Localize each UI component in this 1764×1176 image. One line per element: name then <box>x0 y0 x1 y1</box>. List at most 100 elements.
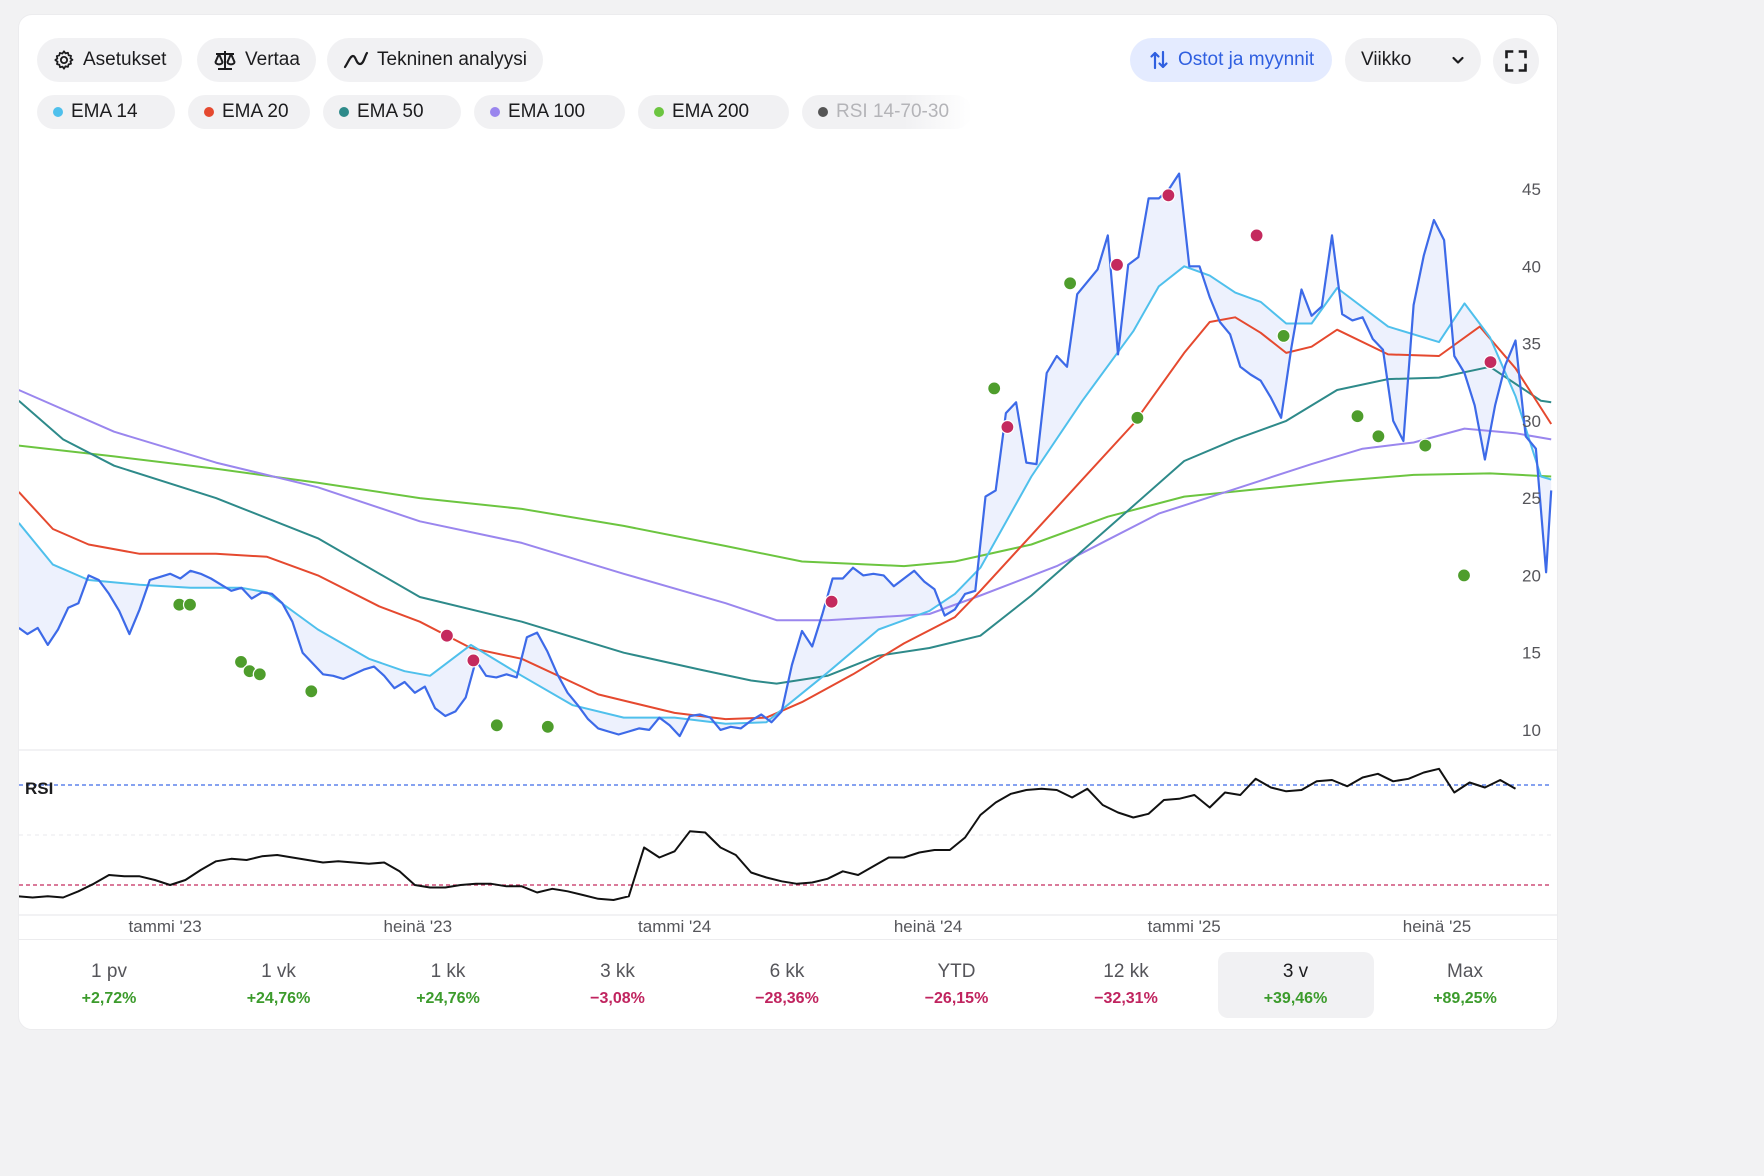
period-change: −3,08% <box>590 990 645 1007</box>
x-tick-label: tammi '24 <box>638 917 711 936</box>
trades-toggle-label: Ostot ja myynnit <box>1178 49 1315 70</box>
buy-marker[interactable] <box>1371 429 1386 444</box>
period-change: −28,36% <box>755 990 819 1007</box>
y-tick-label: 45 <box>1522 180 1541 199</box>
buy-marker[interactable] <box>540 719 555 734</box>
period-label: 3 kk <box>600 961 635 982</box>
period-label: 1 pv <box>91 961 127 982</box>
indicator-color-dot <box>818 107 828 117</box>
y-tick-label: 30 <box>1522 412 1541 431</box>
indicator-label: RSI 14-70-30 <box>836 101 950 122</box>
buy-marker[interactable] <box>489 718 504 733</box>
period-option[interactable]: 1 vk +24,76% <box>201 952 357 1018</box>
indicator-label: EMA 50 <box>357 101 424 122</box>
indicator-color-dot <box>53 107 63 117</box>
period-option[interactable]: 3 v +39,46% <box>1217 952 1374 1018</box>
interval-select[interactable]: Viikko <box>1345 38 1481 82</box>
period-option[interactable]: 6 kk −28,36% <box>709 952 865 1018</box>
indicator-label: EMA 100 <box>508 101 586 122</box>
period-label: 3 v <box>1282 961 1309 982</box>
indicator-color-dot <box>490 107 500 117</box>
expand-icon <box>1505 50 1527 72</box>
rsi-line <box>19 767 1516 901</box>
period-selector: 1 pv +2,72% 1 vk +24,76% 1 kk +24,76% 3 kk −3,0… <box>19 939 1557 1029</box>
period-option[interactable]: 12 kk −32,31% <box>1048 952 1204 1018</box>
indicator-chip[interactable]: EMA 100 <box>474 95 625 129</box>
settings-label: Asetukset <box>83 49 167 70</box>
y-tick-label: 25 <box>1522 489 1541 508</box>
sell-marker[interactable] <box>439 628 454 643</box>
buy-marker[interactable] <box>1418 438 1433 453</box>
interval-value: Viikko <box>1361 49 1412 70</box>
buy-marker[interactable] <box>1456 568 1472 583</box>
settings-button[interactable]: Asetukset <box>37 38 183 82</box>
trend-line-icon <box>343 51 369 69</box>
buy-marker[interactable] <box>1130 410 1145 425</box>
period-label: 1 kk <box>430 961 466 982</box>
scale-icon <box>214 51 236 70</box>
indicator-chip[interactable]: EMA 20 <box>188 95 310 129</box>
buy-marker[interactable] <box>233 654 249 670</box>
period-label: Max <box>1447 961 1483 982</box>
period-option[interactable]: Max +89,25% <box>1387 952 1543 1018</box>
series-line-ema-100 <box>19 389 1552 622</box>
period-change: −26,15% <box>924 990 989 1007</box>
technical-analysis-button[interactable]: Tekninen analyysi <box>327 38 543 82</box>
buy-marker[interactable] <box>182 597 198 612</box>
period-option[interactable]: YTD −26,15% <box>879 952 1035 1018</box>
period-change: +2,72% <box>81 990 137 1007</box>
x-tick-label: tammi '25 <box>1148 917 1221 936</box>
period-option[interactable]: 3 kk −3,08% <box>540 952 696 1018</box>
chevron-down-icon <box>1452 56 1464 64</box>
period-change: −32,31% <box>1094 990 1158 1007</box>
technical-analysis-label: Tekninen analyysi <box>377 49 527 70</box>
x-tick-label: heinä '25 <box>1403 917 1471 936</box>
indicator-label: EMA 200 <box>672 101 750 122</box>
sell-marker[interactable] <box>1109 257 1125 272</box>
sell-marker[interactable] <box>1161 188 1176 203</box>
x-tick-label: heinä '24 <box>894 917 962 936</box>
indicator-label: EMA 20 <box>222 101 289 122</box>
sell-marker[interactable] <box>1000 419 1015 435</box>
sell-marker[interactable] <box>466 653 481 668</box>
rsi-label: RSI <box>25 779 53 798</box>
indicator-chip[interactable]: EMA 50 <box>323 95 461 129</box>
buy-marker[interactable] <box>304 684 319 699</box>
indicator-chip[interactable]: RSI 14-70-30 <box>802 95 972 129</box>
indicator-chip[interactable]: EMA 14 <box>37 95 175 129</box>
compare-button[interactable]: Vertaa <box>197 38 316 82</box>
y-tick-label: 15 <box>1522 644 1541 663</box>
x-tick-label: heinä '23 <box>384 917 452 936</box>
period-label: 12 kk <box>1103 961 1149 982</box>
buy-marker[interactable] <box>1062 276 1078 291</box>
buy-marker[interactable] <box>1350 409 1365 424</box>
indicator-label: EMA 14 <box>71 101 138 122</box>
sell-marker[interactable] <box>1483 355 1498 370</box>
buy-marker[interactable] <box>252 667 267 682</box>
compare-label: Vertaa <box>245 49 300 70</box>
buy-marker[interactable] <box>987 381 1002 396</box>
period-change: +39,46% <box>1263 990 1328 1007</box>
swap-arrows-icon <box>1150 50 1168 70</box>
period-label: 1 vk <box>261 961 296 982</box>
fullscreen-button[interactable] <box>1493 38 1539 84</box>
y-tick-label: 10 <box>1522 721 1541 740</box>
series-line-ema-200 <box>19 444 1552 568</box>
buy-marker[interactable] <box>1276 328 1291 343</box>
y-tick-label: 20 <box>1522 566 1541 585</box>
price-area <box>19 173 1552 737</box>
indicator-chip[interactable]: EMA 200 <box>638 95 789 129</box>
sell-marker[interactable] <box>1249 228 1264 243</box>
series-line-ema-50 <box>19 365 1552 685</box>
chart-card: 10 15 20 25 30 35 40 45 RSI tammi '23 heinä '23 t… <box>18 14 1558 1030</box>
indicator-color-dot <box>339 107 349 117</box>
sell-marker[interactable] <box>824 594 839 609</box>
indicator-color-dot <box>204 107 214 117</box>
price-chart[interactable]: 10 15 20 25 30 35 40 45 RSI tammi '23 heinä '23 t… <box>19 15 1558 939</box>
period-option[interactable]: 1 pv +2,72% <box>31 952 187 1018</box>
period-change: +24,76% <box>416 990 480 1007</box>
period-label: YTD <box>937 961 976 982</box>
trades-toggle-button[interactable]: Ostot ja myynnit <box>1130 38 1333 82</box>
y-tick-label: 35 <box>1522 335 1541 354</box>
period-option[interactable]: 1 kk +24,76% <box>370 952 526 1018</box>
